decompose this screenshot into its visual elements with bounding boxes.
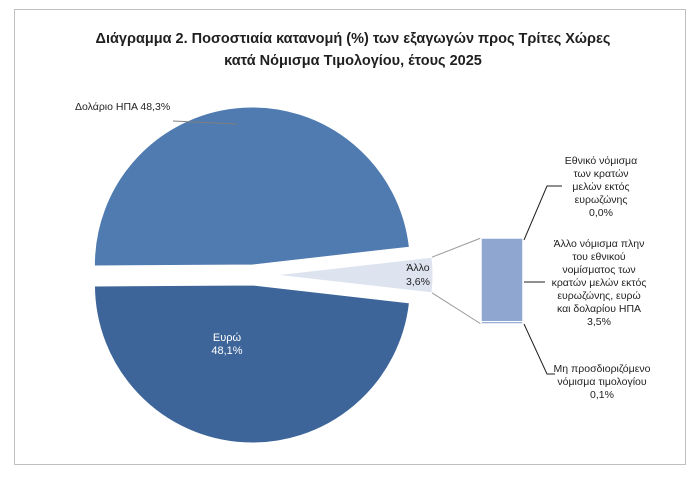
breakdown-label-other-currency-line-5: ευρωζώνης, ευρώ xyxy=(557,290,640,302)
slice-label-other-line-1: Άλλο xyxy=(406,262,429,274)
connector-bottom xyxy=(431,292,482,325)
breakdown-bar-outline xyxy=(480,237,524,325)
slice-label-other-line-2: 3,6% xyxy=(406,276,430,288)
breakdown-label-other-currency-line-7: 3,5% xyxy=(587,316,611,328)
breakdown-label-national-line-5: 0,0% xyxy=(589,207,613,219)
breakdown-label-national-line-1: Εθνικό νόμισμα xyxy=(565,155,637,167)
leader-line-dollar xyxy=(172,120,238,125)
connector-top xyxy=(431,237,482,258)
breakdown-label-unspecified-line-3: 0,1% xyxy=(590,389,614,401)
breakdown-label-unspecified-line-1: Μη προσδιοριζόμενο xyxy=(554,363,651,375)
leader-line-unspecified xyxy=(523,323,555,375)
breakdown-label-unspecified-line-2: νόμισμα τιμολογίου xyxy=(557,376,647,388)
pie-slice-2 xyxy=(274,256,434,294)
leader-line-national xyxy=(523,185,562,241)
slice-label-dollar-line-1: Δολάριο ΗΠΑ 48,3% xyxy=(75,101,170,113)
breakdown-label-national-line-3: μελών εκτός xyxy=(572,181,629,193)
pie-chart: Διάγραμμα 2. Ποσοστιαία κατανομή (%) των… xyxy=(75,31,651,444)
pie-slice-1 xyxy=(93,106,410,267)
chart-frame: Διάγραμμα 2. Ποσοστιαία κατανομή (%) των… xyxy=(14,9,686,465)
breakdown-label-other-currency-line-4: κρατών μελών εκτός xyxy=(552,277,647,289)
breakdown-label-other-currency-line-1: Άλλο νόμισμα πλην xyxy=(554,238,645,250)
breakdown-label-national-line-2: των κρατών xyxy=(573,168,628,180)
slice-label-euro-line-1: Ευρώ xyxy=(213,332,242,344)
breakdown-label-other-currency-line-2: του εθνικού xyxy=(572,251,626,263)
breakdown-label-other-currency-line-3: νομίσματος των xyxy=(562,264,635,276)
pie-slice-3 xyxy=(93,284,411,444)
chart-title-line-2: κατά Νόμισμα Τιμολογίου, έτους 2025 xyxy=(224,53,482,69)
breakdown-segment-2 xyxy=(480,237,524,323)
breakdown-label-national-line-4: ευρωζώνης xyxy=(575,194,628,206)
slice-label-euro-line-2: 48,1% xyxy=(211,345,242,357)
breakdown-label-other-currency-line-6: και δολαρίου ΗΠΑ xyxy=(557,303,641,315)
chart-title-line-1: Διάγραμμα 2. Ποσοστιαία κατανομή (%) των… xyxy=(96,31,611,47)
